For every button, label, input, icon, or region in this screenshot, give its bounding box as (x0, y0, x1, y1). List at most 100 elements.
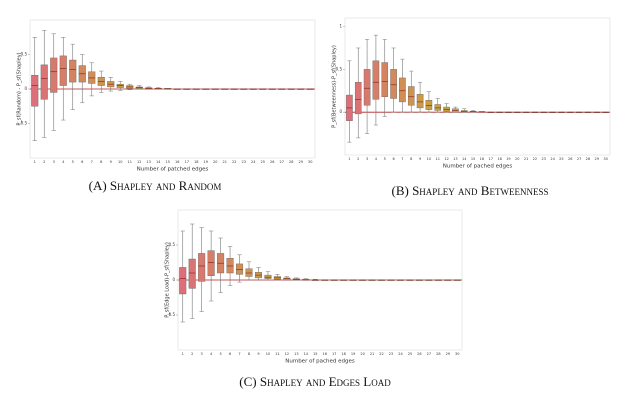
x-tick-label: 3 (201, 352, 203, 356)
x-tick-label: 18 (194, 160, 198, 164)
x-tick-label: 9 (257, 352, 259, 356)
box (236, 263, 244, 275)
y-axis-label: P_sf(Betweenness)-P_sf(Shapley) (332, 45, 338, 128)
y-tick-label: -0.5 (167, 312, 175, 317)
y-tick-label: 0 (24, 86, 27, 91)
x-tick-label: 18 (497, 157, 501, 161)
y-tick-label: 0 (172, 277, 175, 282)
y-axis-label: P_sf(Random) - P_sf(Shapley) (17, 52, 23, 125)
x-tick-label: 19 (506, 157, 510, 161)
box (407, 86, 415, 106)
x-tick-label: 25 (261, 160, 265, 164)
x-tick-label: 21 (370, 352, 374, 356)
x-tick-label: 27 (280, 160, 284, 164)
x-tick-label: 27 (427, 352, 431, 356)
x-tick-label: 1 (182, 352, 184, 356)
x-tick-label: 6 (229, 352, 231, 356)
x-tick-label: 12 (285, 352, 289, 356)
x-tick-label: 8 (100, 160, 102, 164)
x-tick-label: 20 (213, 160, 217, 164)
box (40, 64, 48, 100)
x-tick-label: 1 (34, 160, 36, 164)
box (59, 55, 67, 86)
x-tick-label: 13 (294, 352, 298, 356)
y-tick-label: 0.5 (169, 242, 176, 247)
y-tick-label: 1 (339, 24, 342, 29)
x-tick-label: 8 (410, 157, 412, 161)
x-tick-label: 6 (392, 157, 394, 161)
x-tick-label: 9 (419, 157, 421, 161)
x-tick-label: 4 (375, 157, 378, 161)
x-tick-label: 13 (453, 157, 457, 161)
x-tick-label: 28 (586, 157, 590, 161)
x-tick-label: 20 (515, 157, 519, 161)
x-tick-label: 23 (389, 352, 393, 356)
x-tick-label: 7 (238, 352, 240, 356)
x-tick-label: 19 (351, 352, 355, 356)
box (390, 69, 397, 99)
x-tick-label: 5 (72, 160, 74, 164)
box (363, 69, 371, 106)
x-tick-label: 12 (444, 157, 448, 161)
x-tick-label: 15 (471, 157, 475, 161)
x-tick-label: 10 (427, 157, 431, 161)
x-tick-label: 28 (289, 160, 293, 164)
x-tick-label: 30 (308, 160, 312, 164)
x-tick-label: 21 (223, 160, 227, 164)
x-tick-label: 4 (210, 352, 213, 356)
x-tick-label: 24 (398, 352, 403, 356)
x-tick-label: 14 (462, 157, 467, 161)
x-tick-label: 14 (156, 160, 161, 164)
caption: (A) Shapley and Random (89, 178, 222, 193)
x-tick-label: 15 (166, 160, 170, 164)
box (416, 94, 424, 109)
x-tick-label: 22 (232, 160, 236, 164)
box (443, 106, 450, 112)
box (425, 99, 433, 110)
x-tick-label: 16 (322, 352, 326, 356)
x-tick-label: 14 (304, 352, 309, 356)
x-tick-label: 24 (550, 157, 555, 161)
x-tick-label: 5 (219, 352, 221, 356)
x-tick-label: 20 (360, 352, 364, 356)
x-tick-label: 15 (313, 352, 317, 356)
box (372, 60, 380, 100)
x-tick-label: 13 (147, 160, 151, 164)
x-tick-label: 7 (401, 157, 403, 161)
x-tick-label: 23 (542, 157, 546, 161)
box (399, 77, 406, 103)
box (381, 62, 389, 97)
x-tick-label: 7 (91, 160, 93, 164)
x-tick-label: 16 (480, 157, 484, 161)
box (207, 250, 215, 277)
box (88, 71, 96, 84)
box (283, 277, 291, 281)
x-tick-label: 17 (185, 160, 189, 164)
x-tick-label: 2 (357, 157, 359, 161)
box (245, 268, 253, 277)
box (31, 74, 39, 107)
x-tick-label: 19 (204, 160, 208, 164)
x-axis-label: Number of pached edges (285, 359, 355, 365)
x-tick-label: 21 (524, 157, 528, 161)
box (69, 59, 77, 83)
y-tick-label: 0 (339, 109, 342, 114)
box (198, 253, 206, 282)
box (116, 83, 124, 88)
x-tick-label: 30 (455, 352, 459, 356)
x-tick-label: 1 (348, 157, 350, 161)
y-axis-label: P_sf(Edge Load)-P_sf(Shapley) (165, 242, 171, 318)
x-tick-label: 25 (559, 157, 563, 161)
x-tick-label: 8 (248, 352, 250, 356)
caption: (B) Shapley and Betweenness (392, 183, 549, 198)
x-tick-label: 22 (379, 352, 383, 356)
y-tick-label: 0.5 (21, 52, 28, 57)
x-axis-label: Number of pached edges (443, 164, 513, 170)
x-tick-label: 26 (417, 352, 421, 356)
x-tick-label: 10 (266, 352, 270, 356)
box (50, 57, 58, 93)
box (226, 258, 234, 274)
x-tick-label: 11 (436, 157, 440, 161)
x-tick-label: 5 (384, 157, 386, 161)
